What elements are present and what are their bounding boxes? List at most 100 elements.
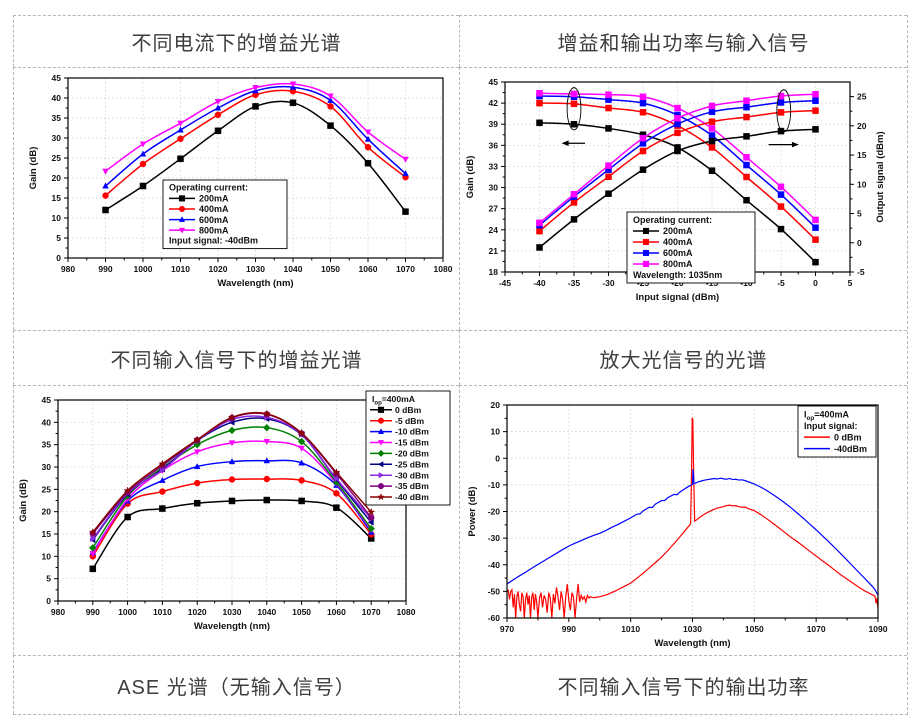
x-axis: 980 990 1000 1010 1020 1030 1040 1050 1060 1070 10…: [61, 258, 453, 289]
svg-text:42: 42: [489, 98, 499, 108]
y-axis-label: Power (dB): [467, 486, 478, 536]
svg-text:1020: 1020: [188, 607, 207, 617]
svg-text:45: 45: [52, 73, 62, 83]
svg-text:24: 24: [489, 225, 499, 235]
svg-text:-35: -35: [568, 278, 581, 288]
svg-text:20: 20: [42, 507, 52, 517]
svg-text:980: 980: [51, 607, 65, 617]
legend: Operating current:200mA400mA600mA800mAIn…: [162, 179, 288, 250]
legend-entry-label: 600mA: [199, 215, 229, 225]
legend-entry-label: -40dBm: [834, 444, 867, 454]
svg-text:0: 0: [56, 253, 61, 263]
chart-gain-spectra-vs-input: 980 990 1000 1010 1020 1030 1040 1050 1060 1070 10…: [18, 390, 451, 632]
svg-text:45: 45: [42, 395, 52, 405]
legend-entry-label: 400mA: [199, 204, 229, 214]
svg-text:5: 5: [857, 209, 862, 219]
series-200ma: [102, 99, 409, 215]
svg-text:-40: -40: [488, 560, 501, 570]
svg-text:30: 30: [52, 133, 62, 143]
svg-text:-40: -40: [533, 278, 546, 288]
series-0-dbm: [506, 417, 879, 619]
y-axis: 18 21 24 27 30 33 36 39 42 45 Gain (dB): [465, 77, 505, 277]
svg-text:39: 39: [489, 119, 499, 129]
svg-text:1010: 1010: [621, 624, 640, 634]
svg-text:1060: 1060: [327, 607, 346, 617]
svg-text:33: 33: [489, 161, 499, 171]
caption-cell-top-right: 增益和输出功率与输入信号: [459, 15, 907, 67]
chart-title-gain-vs-input-spectra: 不同输入信号下的增益光谱: [110, 349, 363, 372]
series-800ma-output: [536, 91, 819, 227]
legend-title: Operating current:: [169, 183, 248, 193]
svg-text:1040: 1040: [257, 607, 276, 617]
chart-cell-bottom-left: 980 990 1000 1010 1020 1030 1040 1050 1060 1070 10…: [13, 385, 459, 655]
legend-entry-label: 0 dBm: [395, 405, 422, 415]
svg-text:-60: -60: [488, 613, 501, 623]
svg-text:40: 40: [42, 417, 52, 427]
y-axis-label: Gain (dB): [18, 479, 29, 522]
svg-text:10: 10: [42, 551, 52, 561]
svg-text:1070: 1070: [396, 264, 415, 274]
legend-footer: Input signal: -40dBm: [169, 236, 258, 246]
svg-text:15: 15: [42, 529, 52, 539]
svg-text:40: 40: [52, 93, 62, 103]
ellipse-annotation: [566, 87, 582, 131]
svg-text:0: 0: [857, 238, 862, 248]
legend-entry-label: -35 dBm: [395, 481, 429, 491]
svg-text:-30: -30: [488, 533, 501, 543]
legend-entry-label: 200mA: [663, 226, 693, 236]
series-800ma: [102, 81, 409, 175]
svg-text:20: 20: [52, 173, 62, 183]
svg-text:10: 10: [491, 427, 501, 437]
svg-text:30: 30: [489, 183, 499, 193]
x-axis: 970 990 1010 1030 1050 1070 1090 Wavelength (nm…: [500, 618, 888, 649]
svg-text:25: 25: [52, 153, 62, 163]
svg-text:1090: 1090: [869, 624, 888, 634]
svg-text:1050: 1050: [745, 624, 764, 634]
chart-cell-top-left: 980 990 1000 1010 1020 1030 1040 1050 1060 1070 10…: [13, 67, 459, 330]
y-axis: 0 5 10 15 20 25 30 35 40 45 Gain (dB): [28, 73, 68, 263]
legend-title: Operating current:: [633, 215, 712, 225]
svg-text:980: 980: [61, 264, 75, 274]
svg-text:1080: 1080: [397, 607, 416, 617]
svg-text:0: 0: [46, 596, 51, 606]
svg-text:-5: -5: [777, 278, 785, 288]
svg-text:1070: 1070: [362, 607, 381, 617]
legend-title: Iop=400mA: [372, 394, 415, 406]
chart-gain-spectra-vs-current: 980 990 1000 1010 1020 1030 1040 1050 1060 1070 10…: [28, 73, 453, 289]
legend-entry-label: 600mA: [663, 248, 693, 258]
svg-text:20: 20: [857, 121, 867, 131]
x-axis: 980 990 1000 1010 1020 1030 1040 1050 1060 1070 10…: [51, 601, 416, 632]
x-axis-label: Input signal (dBm): [636, 292, 719, 303]
caption-ase-spectrum: ASE 光谱（无输入信号）: [117, 676, 356, 699]
legend-title: Iop=400mA: [804, 409, 849, 422]
legend-entry-label: -30 dBm: [395, 470, 429, 480]
series: [102, 81, 409, 215]
x-axis-label: Wavelength (nm): [654, 638, 730, 649]
legend-entry-label: 0 dBm: [834, 432, 862, 442]
svg-text:25: 25: [42, 484, 52, 494]
chart-title-amplified-spectrum: 放大光信号的光谱: [599, 349, 768, 372]
chart-amplified-signal-spectrum: 970 990 1010 1030 1050 1070 1090 Wavelength (nm…: [467, 400, 888, 649]
series-200ma: [536, 119, 819, 266]
svg-text:0: 0: [813, 278, 818, 288]
svg-text:990: 990: [562, 624, 576, 634]
svg-text:-30: -30: [602, 278, 615, 288]
series-800ma: [536, 90, 819, 224]
svg-text:45: 45: [489, 77, 499, 87]
legend-entry-label: -15 dBm: [395, 438, 429, 448]
svg-text:27: 27: [489, 204, 499, 214]
svg-text:-20: -20: [488, 507, 501, 517]
caption-cell-top-left: 不同电流下的增益光谱: [13, 15, 459, 67]
svg-text:15: 15: [857, 150, 867, 160]
svg-text:1050: 1050: [292, 607, 311, 617]
svg-text:-50: -50: [488, 586, 501, 596]
chart-title-gain-output-vs-input: 增益和输出功率与输入信号: [557, 33, 810, 55]
svg-text:1010: 1010: [171, 264, 190, 274]
svg-text:990: 990: [86, 607, 100, 617]
legend-entry-label: -5 dBm: [395, 416, 424, 426]
svg-text:20: 20: [491, 400, 501, 410]
svg-text:1060: 1060: [359, 264, 378, 274]
